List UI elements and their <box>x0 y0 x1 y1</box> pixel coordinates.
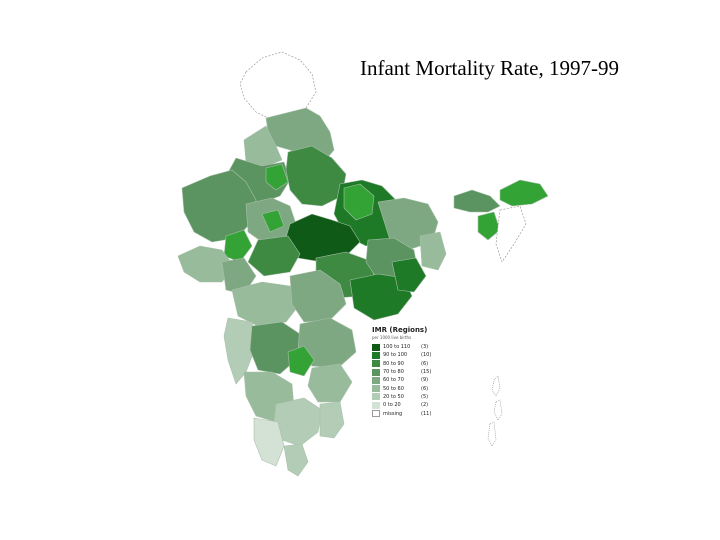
map-legend: IMR (Regions) per 1000 live births 100 t… <box>372 326 442 418</box>
region-bright-west-2 <box>261 209 285 233</box>
legend-swatch <box>372 401 380 409</box>
legend-item: 90 to 100 (10) <box>372 351 442 359</box>
region-north-plains <box>285 145 347 207</box>
legend-count: (9) <box>421 377 429 384</box>
legend-range: 50 to 60 <box>383 385 404 392</box>
legend-range: missing <box>383 410 403 417</box>
region-south-tip <box>283 443 309 477</box>
legend-swatch <box>372 393 380 401</box>
legend-swatch <box>372 385 380 393</box>
islands-east <box>487 375 503 447</box>
legend-item: 70 to 80 (15) <box>372 368 442 376</box>
legend-range: 0 to 20 <box>383 402 401 409</box>
legend-swatch <box>372 368 380 376</box>
legend-range: 100 to 110 <box>383 344 411 351</box>
region-odisha-2 <box>391 257 427 293</box>
legend-count: (6) <box>421 385 429 392</box>
region-central-2 <box>247 235 301 277</box>
legend-count: (5) <box>421 393 429 400</box>
legend-count: (6) <box>421 360 429 367</box>
legend-swatch <box>372 343 380 351</box>
legend-range: 20 to 50 <box>383 393 404 400</box>
legend-count: (2) <box>421 402 429 409</box>
legend-range: 70 to 80 <box>383 369 404 376</box>
legend-item: 80 to 90 (6) <box>372 360 442 368</box>
legend-item: 0 to 20 (2) <box>372 401 442 409</box>
region-deccan-3 <box>307 363 353 403</box>
legend-count: (3) <box>421 344 429 351</box>
legend-count: (11) <box>421 410 432 417</box>
legend-range: 90 to 100 <box>383 352 408 359</box>
legend-item: 100 to 110 (3) <box>372 343 442 351</box>
region-bright-south <box>287 345 315 377</box>
legend-title: IMR (Regions) <box>372 326 428 334</box>
legend-range: 60 to 70 <box>383 377 404 384</box>
region-south-2 <box>253 417 285 467</box>
region-northeast-missing <box>495 205 527 263</box>
region-bright-north <box>343 183 375 221</box>
legend-count: (10) <box>421 352 432 359</box>
region-deccan-1 <box>249 321 301 375</box>
region-northeast-3 <box>477 211 501 241</box>
region-north-missing <box>239 51 317 121</box>
legend-swatch <box>372 351 380 359</box>
legend-item: 60 to 70 (9) <box>372 376 442 384</box>
legend-swatch <box>372 410 380 418</box>
legend-range: 80 to 90 <box>383 360 404 367</box>
region-maharashtra-1 <box>231 281 301 327</box>
legend-item: missing (11) <box>372 409 442 418</box>
region-bright-nw <box>265 163 289 191</box>
region-northeast-bright <box>499 179 549 207</box>
region-coast-east <box>319 401 345 439</box>
region-east-3 <box>419 231 447 271</box>
legend-subtitle: per 1000 live births <box>372 335 412 340</box>
region-odisha <box>349 273 413 321</box>
region-northeast-1 <box>453 189 501 213</box>
region-maharashtra-2 <box>289 269 347 323</box>
legend-item: 50 to 60 (6) <box>372 384 442 393</box>
legend-swatch <box>372 376 380 384</box>
legend-item: 20 to 50 (5) <box>372 393 442 401</box>
legend-count: (15) <box>421 369 432 376</box>
legend-swatch <box>372 360 380 368</box>
map-title: Infant Mortality Rate, 1997-99 <box>360 56 619 80</box>
